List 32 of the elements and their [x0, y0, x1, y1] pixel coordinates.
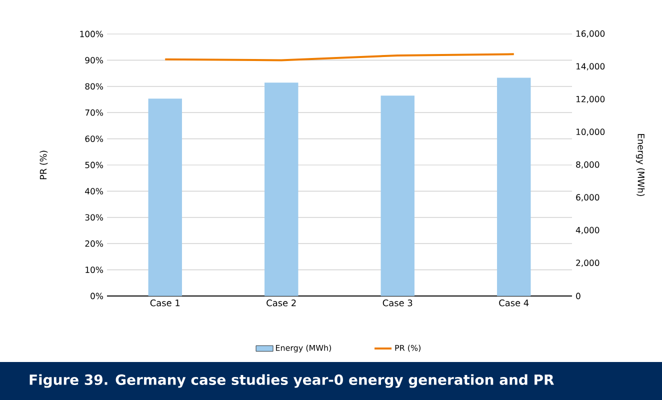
y2-axis-title: Energy (MWh): [636, 134, 645, 196]
bar: [148, 98, 182, 296]
y2-tick-label: 14,000: [576, 63, 605, 70]
bar: [264, 82, 298, 296]
y-tick-label: 70%: [85, 109, 104, 116]
x-tick-label: Case 4: [499, 300, 529, 306]
y2-tick-label: 0: [576, 292, 580, 300]
x-tick-label: Case 3: [382, 300, 412, 306]
x-tick-label: Case 2: [266, 300, 296, 306]
y-tick-label: 90%: [85, 57, 104, 64]
y2-tick-label: 4,000: [576, 226, 600, 234]
y-tick-label: 20%: [85, 240, 104, 247]
y2-tick-label: 8,000: [576, 161, 600, 169]
x-tick-label: Case 1: [150, 300, 180, 306]
text: Figure 39. Germany case studies year-0 energy generation and PR: [30, 374, 554, 388]
y-axis-title: PR (%): [40, 150, 48, 180]
y-tick-label: 10%: [86, 266, 104, 274]
y-tick-label: 40%: [85, 188, 104, 194]
y2-tick-label: 10,000: [576, 128, 605, 136]
bar: [380, 96, 414, 296]
y-tick-label: 0%: [90, 292, 104, 300]
y-tick-label: 80%: [85, 83, 104, 90]
y-tick-label: 30%: [85, 214, 104, 221]
y2-tick-label: 6,000: [576, 194, 600, 202]
y-tick-label: 50%: [85, 162, 104, 168]
y2-tick-label: 2,000: [576, 260, 600, 267]
y2-tick-label: 16,000: [576, 30, 605, 38]
y-tick-label: 60%: [85, 136, 104, 142]
line-series: [164, 53, 515, 62]
bar: [497, 78, 531, 296]
y2-tick-label: 12,000: [576, 96, 605, 104]
y-tick-label: 100%: [80, 30, 104, 38]
